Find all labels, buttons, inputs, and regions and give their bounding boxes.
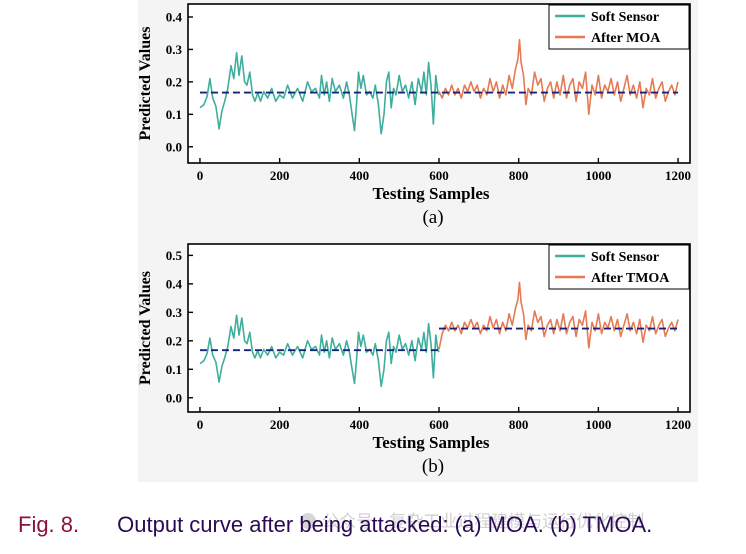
legend: Soft Sensor After MOA [548, 4, 690, 50]
x-tick-label: 600 [429, 417, 449, 432]
figure-caption: Fig. 8. Output curve after being attacked… [18, 512, 738, 538]
series-line-after-tmoa [438, 281, 679, 350]
y-tick-label: 0.1 [166, 107, 182, 122]
wechat-icon [300, 513, 316, 529]
watermark: 公众号 · 复杂工业过程建模与运行优化控制 [300, 507, 730, 532]
x-tick-label: 600 [429, 168, 449, 183]
series-line-after-moa [438, 38, 679, 116]
panel-a: Predicted Values Testing Samples (a) Sof… [138, 3, 691, 228]
x-tick-label: 400 [350, 417, 370, 432]
x-axis-label: Testing Samples [373, 184, 490, 203]
series-line-soft-sensor [199, 51, 440, 135]
x-tick-label: 400 [350, 168, 370, 183]
x-tick-label: 0 [197, 417, 204, 432]
y-tick-label: 0.3 [166, 305, 183, 320]
panel-b: Predicted Values Testing Samples (b) Sof… [138, 243, 691, 477]
legend-box [548, 4, 690, 50]
x-tick-label: 800 [509, 168, 528, 183]
legend-box [548, 244, 690, 290]
legend-entry-soft-sensor: Soft Sensor [591, 10, 659, 25]
tick-group: 0.0 0.1 0.2 0.3 0.4 0.5 0 200 400 600 800 1000 1200 [166, 248, 691, 432]
x-tick-label: 1000 [585, 168, 611, 183]
y-tick-label: 0.5 [166, 248, 183, 263]
chart-canvas: Predicted Values Testing Samples (a) Sof… [138, 3, 691, 477]
y-tick-label: 0.4 [166, 276, 183, 291]
figure-area: Predicted Values Testing Samples (a) Sof… [138, 0, 698, 482]
y-axis-label: Predicted Values [138, 27, 154, 141]
tick-group: 0.0 0.1 0.2 0.3 0.4 0 200 400 600 800 1000 1200 [166, 9, 691, 183]
x-tick-label: 200 [270, 417, 290, 432]
y-tick-label: 0.4 [166, 9, 183, 24]
x-axis-label: Testing Samples [373, 433, 490, 452]
x-tick-label: 800 [509, 417, 528, 432]
legend-entry-soft-sensor: Soft Sensor [591, 250, 659, 265]
legend: Soft Sensor After TMOA [548, 244, 690, 290]
y-tick-label: 0.2 [166, 74, 182, 89]
legend-entry-after-moa: After MOA [591, 31, 661, 46]
panel-label: (b) [422, 456, 444, 477]
y-axis-label: Predicted Values [138, 271, 154, 385]
y-tick-label: 0.0 [166, 139, 182, 154]
x-tick-label: 0 [197, 168, 204, 183]
x-tick-label: 200 [270, 168, 290, 183]
series-line-soft-sensor [199, 314, 440, 388]
y-tick-label: 0.3 [166, 42, 183, 57]
caption-label: Fig. 8. [18, 512, 80, 537]
x-tick-label: 1000 [585, 417, 611, 432]
x-tick-label: 1200 [665, 168, 691, 183]
y-tick-label: 0.1 [166, 362, 182, 377]
caption-text: Output curve after being attacked: (a) M… [117, 512, 653, 537]
y-tick-label: 0.2 [166, 333, 182, 348]
panel-label: (a) [422, 207, 443, 228]
legend-entry-after-tmoa: After TMOA [591, 271, 670, 286]
y-tick-label: 0.0 [166, 390, 182, 405]
x-tick-label: 1200 [665, 417, 691, 432]
watermark-text: 公众号 · 复杂工业过程建模与运行优化控制 [322, 512, 645, 532]
